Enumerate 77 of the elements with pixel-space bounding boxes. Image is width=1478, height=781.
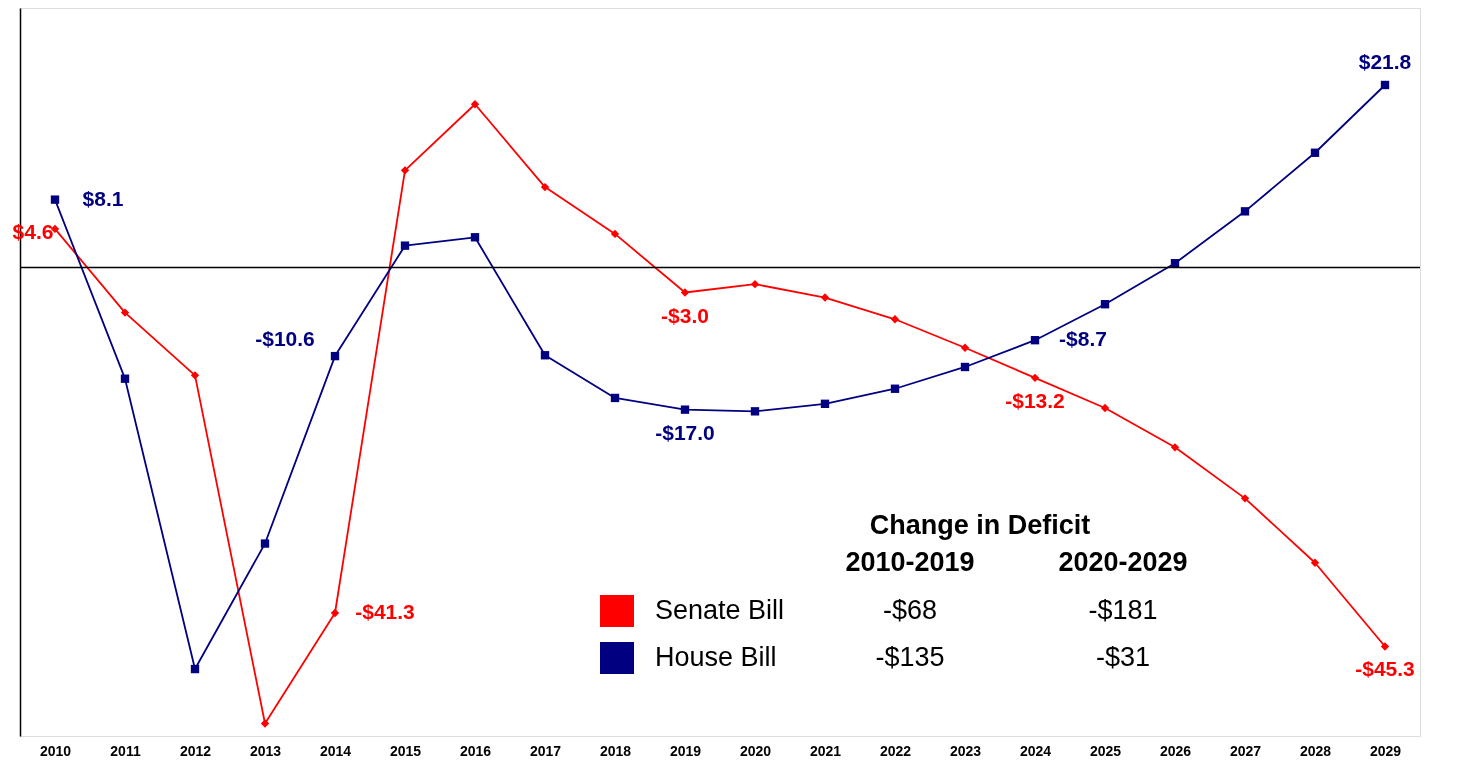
x-tick-label: 2019: [669, 742, 702, 759]
point: [540, 182, 550, 192]
point: [890, 315, 900, 324]
point: [820, 293, 830, 302]
x-tick-label: 2027: [1229, 742, 1262, 759]
point: [890, 384, 900, 393]
point: [960, 362, 970, 372]
point: [400, 166, 410, 175]
x-tick-label: 2012: [179, 742, 212, 759]
point: [1170, 443, 1180, 452]
point: [330, 608, 340, 618]
point: [1030, 373, 1040, 383]
point: [1100, 300, 1110, 309]
point: [330, 351, 340, 361]
x-tick-label: 2017: [529, 742, 562, 759]
data-label: $8.1: [82, 186, 124, 210]
point: [190, 664, 200, 674]
x-tick-label: 2011: [110, 742, 141, 759]
point: [1380, 642, 1390, 651]
point: [260, 539, 270, 548]
x-tick-label: 2018: [599, 742, 632, 759]
annotation: -$68: [882, 595, 938, 625]
point: [680, 288, 690, 297]
data-label: -$45.3: [1355, 657, 1415, 681]
data-label: -$13.2: [1005, 388, 1065, 412]
point: [260, 719, 270, 728]
point: [610, 229, 620, 239]
point: [1310, 558, 1320, 567]
x-tick-label: 2010: [39, 742, 72, 759]
data-label: -$10.6: [255, 327, 315, 351]
point: [680, 405, 690, 414]
x-tick-label: 2021: [809, 742, 842, 759]
point: [400, 241, 410, 250]
point: [1240, 207, 1250, 216]
point: [610, 393, 620, 403]
point: [1170, 259, 1180, 268]
point: [750, 407, 760, 416]
point: [190, 371, 200, 380]
point: [50, 195, 60, 204]
x-tick-label: 2016: [459, 742, 492, 759]
x-tick-label: 2013: [249, 742, 282, 759]
legend-title: Change in Deficit: [869, 510, 1091, 540]
point: [120, 308, 130, 317]
point: [470, 233, 480, 242]
data-label: -$41.3: [355, 599, 415, 623]
x-tick-label: 2023: [949, 742, 982, 759]
data-label: -$17.0: [655, 420, 715, 444]
x-tick-label: 2029: [1369, 742, 1402, 759]
point: [470, 100, 480, 109]
annotation: 2020-2029: [1058, 547, 1188, 577]
point: [820, 399, 830, 408]
point: [1310, 148, 1320, 157]
data-label: $21.8: [1358, 49, 1412, 73]
point: [1030, 336, 1040, 345]
annotation: -$31: [1095, 642, 1151, 672]
point: [1380, 80, 1390, 90]
data-label: -$3.0: [661, 303, 709, 327]
x-tick-label: 2015: [389, 742, 422, 759]
annotation: 2010-2019: [845, 547, 975, 577]
annotation: -$181: [1088, 595, 1158, 625]
legend-label: House Bill: [655, 642, 777, 672]
x-tick-label: 2014: [319, 742, 352, 759]
point: [540, 351, 550, 360]
x-tick-label: 2024: [1019, 742, 1052, 759]
point: [960, 343, 970, 352]
x-tick-label: 2028: [1299, 742, 1332, 759]
point: [120, 374, 130, 383]
annotation: -$135: [875, 642, 945, 672]
legend-label: Senate Bill: [655, 595, 785, 625]
point: [1100, 403, 1110, 413]
x-tick-label: 2026: [1159, 742, 1192, 759]
data-label: -$8.7: [1059, 327, 1107, 351]
x-tick-label: 2025: [1089, 742, 1122, 759]
x-tick-label: 2022: [879, 742, 912, 759]
point: [750, 279, 760, 289]
x-tick-label: 2020: [739, 742, 772, 759]
point: [1240, 494, 1250, 503]
